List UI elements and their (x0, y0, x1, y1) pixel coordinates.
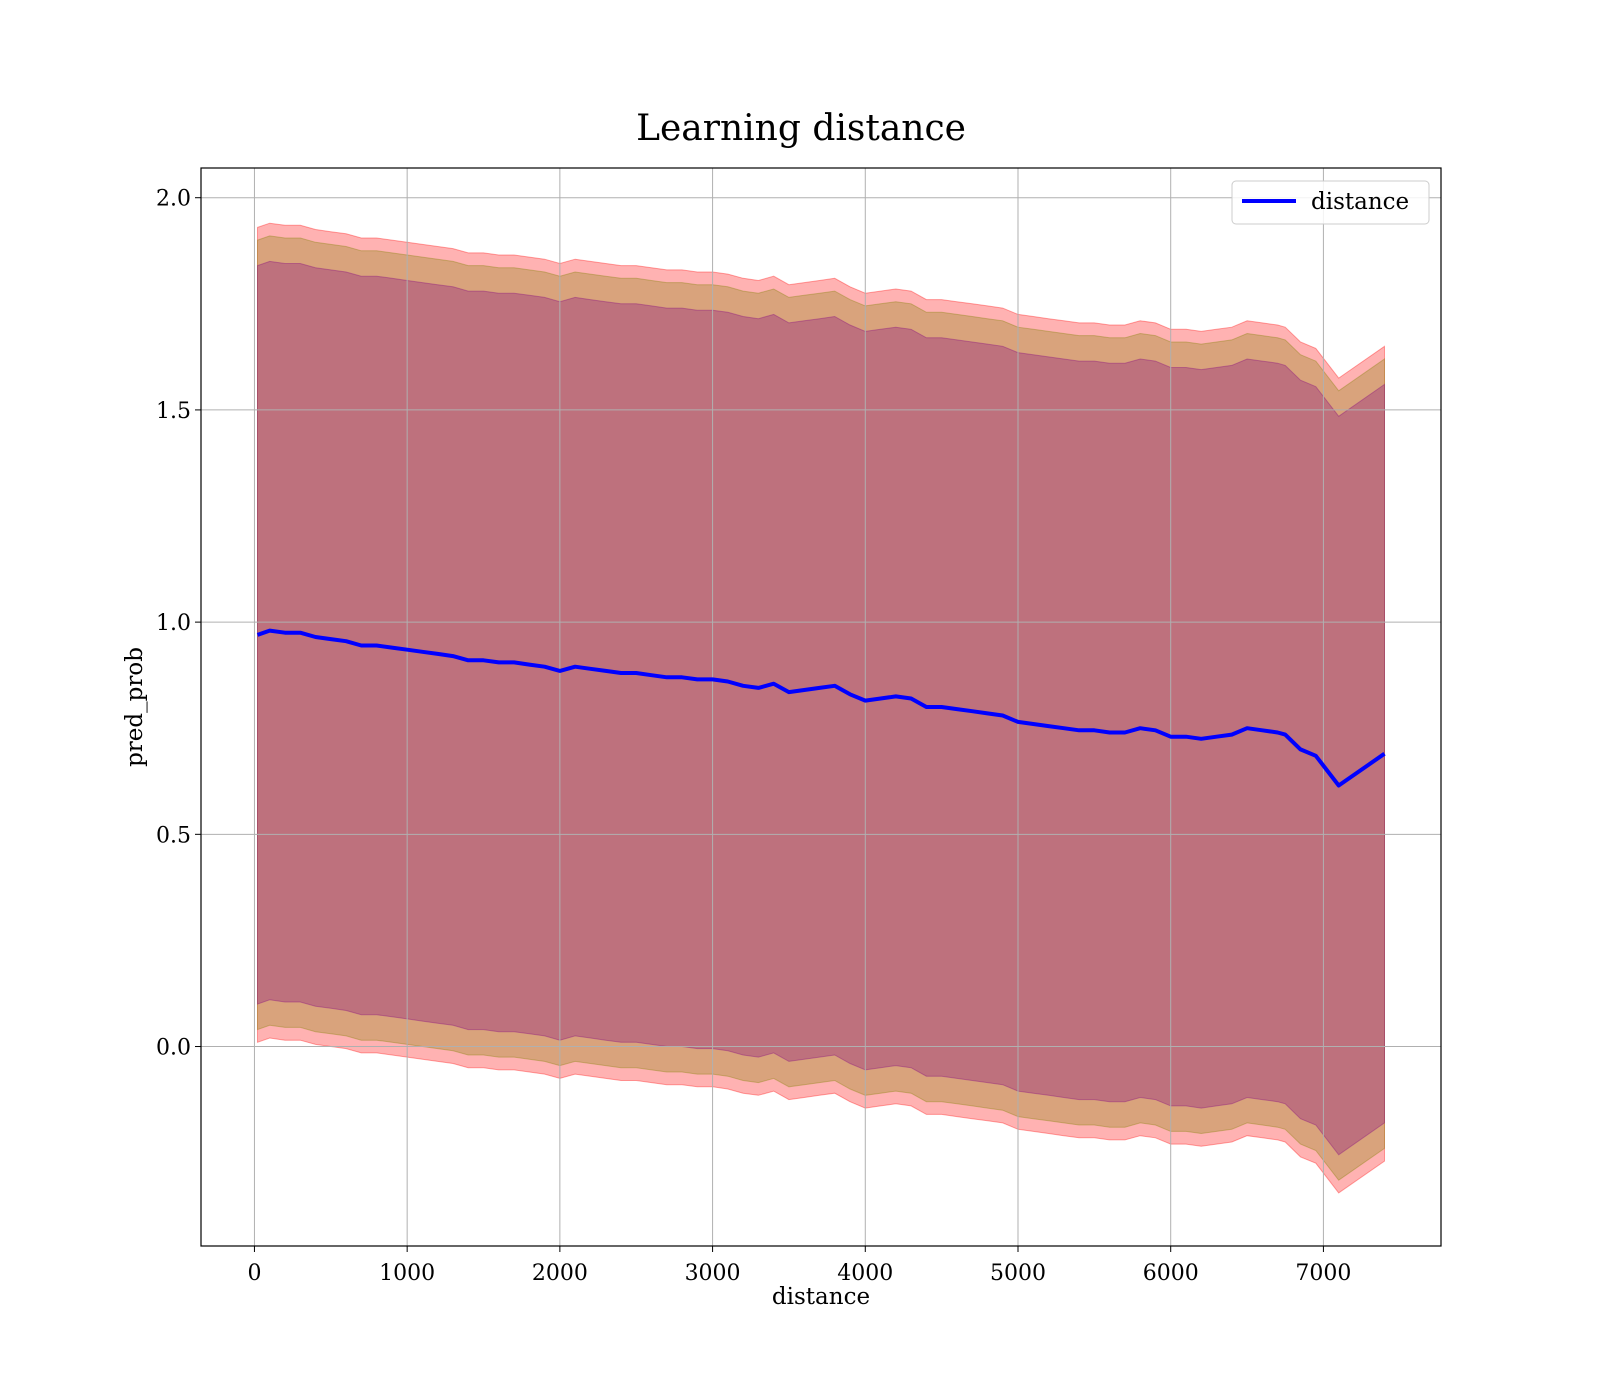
y-tick-label: 0.5 (156, 823, 191, 848)
x-tick-label: 2000 (532, 1261, 588, 1286)
confidence-band-middle (257, 235, 1385, 1181)
x-tick-label: 0 (247, 1261, 261, 1286)
x-tick-label: 3000 (685, 1261, 741, 1286)
legend-label: distance (1311, 189, 1409, 215)
x-axis-label: distance (772, 1284, 870, 1310)
distance-series-line (256, 628, 1386, 788)
x-tick-label: 1000 (379, 1261, 435, 1286)
chart-title: Learning distance (636, 108, 966, 149)
x-tick-label: 5000 (990, 1261, 1046, 1286)
uncertainty-bands (257, 222, 1385, 1194)
x-tick-label: 7000 (1295, 1261, 1351, 1286)
confidence-band-inner (257, 260, 1385, 1156)
y-tick-label: 0.0 (156, 1036, 191, 1061)
y-axis-ticks: 0.0 0.5 1.0 1.5 2.0 (156, 187, 201, 1061)
series-lines (256, 628, 1386, 788)
x-tick-label: 4000 (837, 1261, 893, 1286)
legend-box (1231, 180, 1430, 225)
legend: distance (1231, 180, 1430, 225)
x-axis-ticks: 0 1000 2000 3000 4000 5000 6000 7000 (247, 1246, 1351, 1286)
y-tick-label: 2.0 (156, 187, 191, 212)
plot-frame (200, 167, 1442, 1247)
grid-lines (201, 168, 1441, 1246)
confidence-band-outer (257, 222, 1385, 1194)
x-tick-label: 6000 (1143, 1261, 1199, 1286)
y-tick-label: 1.5 (156, 399, 191, 424)
y-axis-label: pred_prob (122, 647, 148, 767)
y-tick-label: 1.0 (156, 611, 191, 636)
